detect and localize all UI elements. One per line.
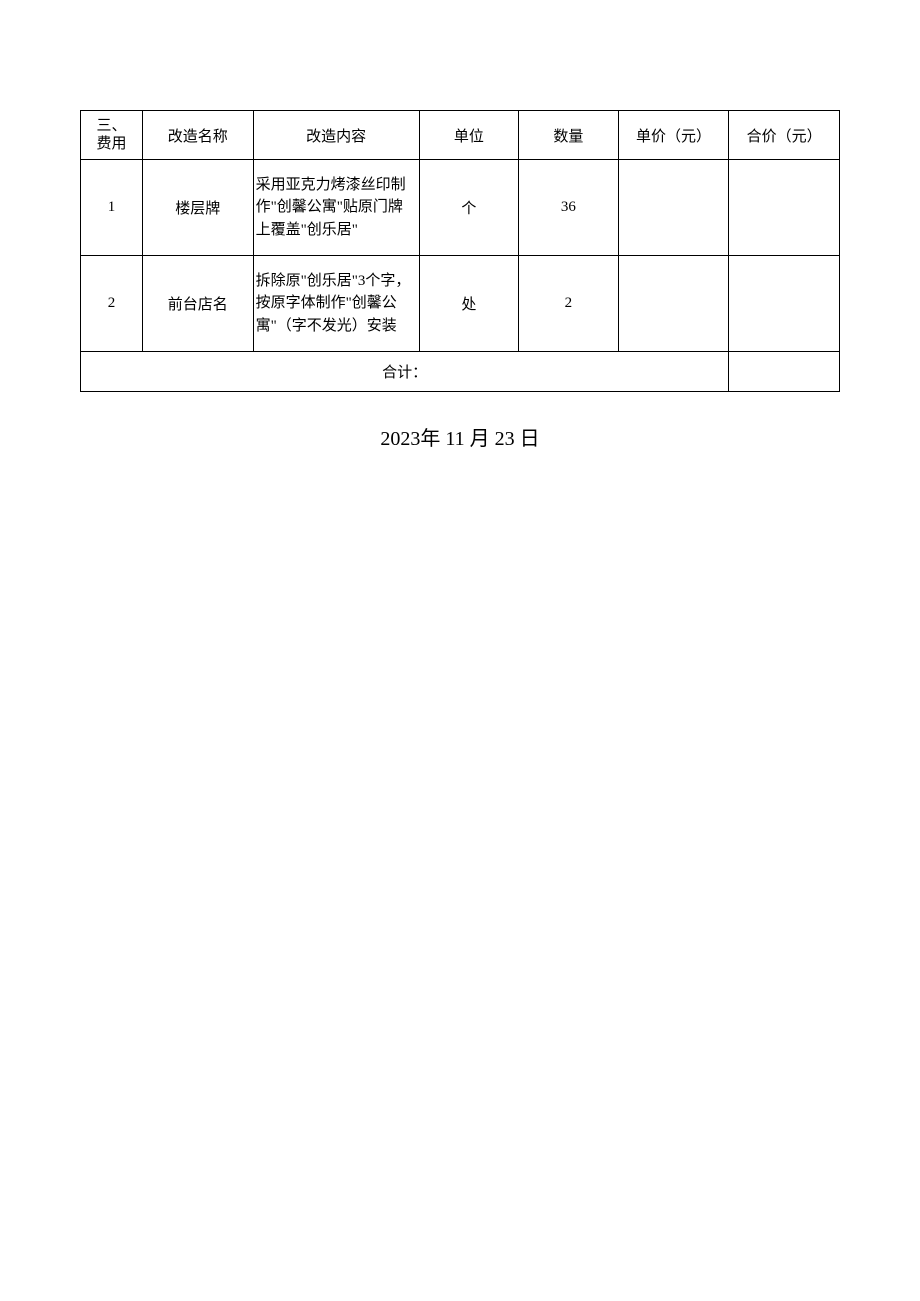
cell-idx: 2 xyxy=(81,256,143,352)
header-idx-line1: 三、 xyxy=(83,117,140,135)
date-month: 11 xyxy=(445,428,464,450)
cell-name: 楼层牌 xyxy=(142,160,253,256)
cell-total-price xyxy=(729,256,840,352)
table-row: 1 楼层牌 采用亚克力烤漆丝印制作"创馨公寓"贴原门牌上覆盖"创乐居" 个 36 xyxy=(81,160,840,256)
header-index: 三、 费用 xyxy=(81,111,143,160)
total-label: 合计： xyxy=(81,352,729,392)
header-total-price: 合价（元） xyxy=(729,111,840,160)
total-value xyxy=(729,352,840,392)
date-year: 2023 xyxy=(380,428,420,450)
cell-idx: 1 xyxy=(81,160,143,256)
cell-unit-price xyxy=(618,256,729,352)
date-day: 23 xyxy=(495,428,515,450)
cell-content: 采用亚克力烤漆丝印制作"创馨公寓"贴原门牌上覆盖"创乐居" xyxy=(253,160,419,256)
cell-unit-price xyxy=(618,160,729,256)
renovation-cost-table: 三、 费用 改造名称 改造内容 单位 数量 单价（元） 合价（元） 1 楼层牌 … xyxy=(80,110,840,392)
header-unit: 单位 xyxy=(419,111,519,160)
table-total-row: 合计： xyxy=(81,352,840,392)
cell-content: 拆除原"创乐居"3个字，按原字体制作"创馨公寓"（字不发光）安装 xyxy=(253,256,419,352)
table-row: 2 前台店名 拆除原"创乐居"3个字，按原字体制作"创馨公寓"（字不发光）安装 … xyxy=(81,256,840,352)
date-year-char: 年 xyxy=(420,428,440,450)
cell-qty: 2 xyxy=(519,256,619,352)
header-idx-line2: 费用 xyxy=(83,135,140,153)
date-day-char: 日 xyxy=(520,428,540,450)
date-month-char: 月 xyxy=(470,428,490,450)
header-qty: 数量 xyxy=(519,111,619,160)
document-date: 2023年 11 月 23 日 xyxy=(80,422,840,451)
header-content: 改造内容 xyxy=(253,111,419,160)
header-name: 改造名称 xyxy=(142,111,253,160)
cell-qty: 36 xyxy=(519,160,619,256)
cell-total-price xyxy=(729,160,840,256)
cell-unit: 处 xyxy=(419,256,519,352)
cell-name: 前台店名 xyxy=(142,256,253,352)
cell-unit: 个 xyxy=(419,160,519,256)
table-header-row: 三、 费用 改造名称 改造内容 单位 数量 单价（元） 合价（元） xyxy=(81,111,840,160)
header-unit-price: 单价（元） xyxy=(618,111,729,160)
